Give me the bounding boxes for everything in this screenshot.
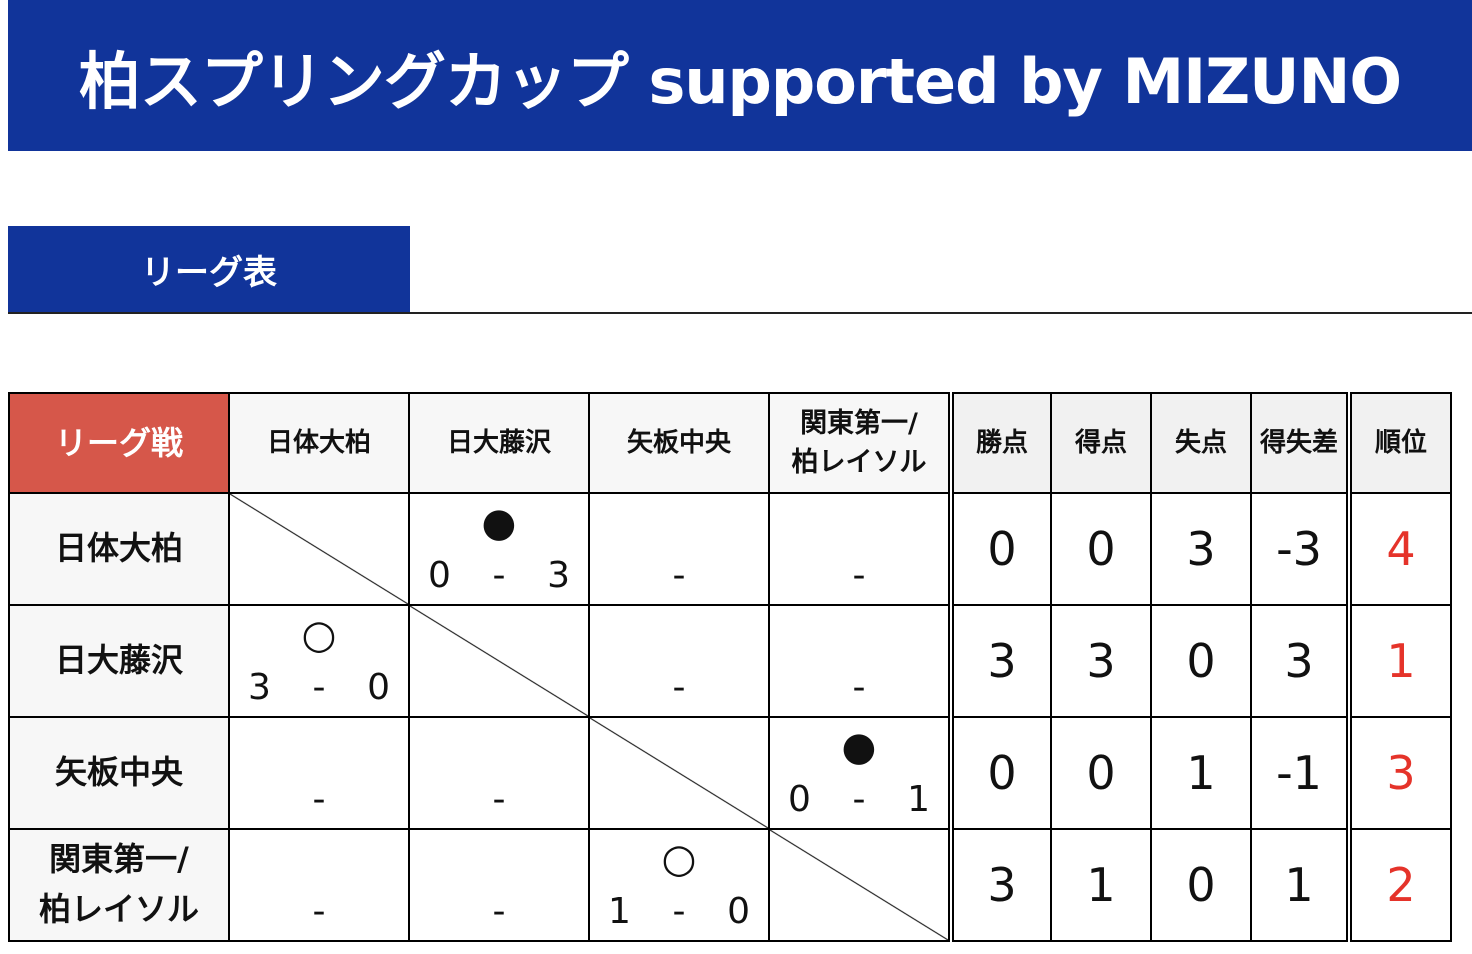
stat-goals-against: 3 xyxy=(1150,492,1252,606)
match-score: 1 - 0 xyxy=(608,890,750,934)
stat-goal-difference: 3 xyxy=(1250,604,1350,718)
self-match-cell xyxy=(408,604,590,718)
score-home: 0 xyxy=(428,555,451,596)
stat-goals-for: 0 xyxy=(1050,716,1152,830)
no-result-dash: - xyxy=(672,555,686,596)
match-cell: - xyxy=(768,604,952,718)
score-separator: - xyxy=(672,891,686,932)
row-team-name: 日体大柏 xyxy=(8,492,230,606)
diagonal-line xyxy=(410,606,588,716)
stat-goals-for: 1 xyxy=(1050,828,1152,942)
score-home: 1 xyxy=(608,891,631,932)
score-home: 3 xyxy=(248,667,271,708)
diagonal-line xyxy=(230,494,408,604)
row-team-name: 日大藤沢 xyxy=(8,604,230,718)
match-score: 0 - 3 xyxy=(428,554,570,598)
stat-rank: 2 xyxy=(1346,828,1452,942)
score-separator: - xyxy=(312,667,326,708)
stat-goal-difference: -3 xyxy=(1250,492,1350,606)
no-result-dash: - xyxy=(312,891,326,932)
stat-points: 0 xyxy=(948,716,1052,830)
column-header-team: 関東第一/ 柏レイソル xyxy=(768,392,952,494)
stat-points: 3 xyxy=(948,828,1052,942)
league-table: リーグ戦 日体大柏 日大藤沢 矢板中央 関東第一/ 柏レイソル 勝点 得点 失点… xyxy=(8,392,1452,942)
column-header-team: 日大藤沢 xyxy=(408,392,590,494)
self-match-cell xyxy=(228,492,410,606)
no-result-dash: - xyxy=(852,555,866,596)
stat-points: 0 xyxy=(948,492,1052,606)
stat-goals-against: 1 xyxy=(1150,716,1252,830)
section-divider xyxy=(8,312,1472,314)
column-header-team: 矢板中央 xyxy=(588,392,770,494)
stat-goals-against: 0 xyxy=(1150,604,1252,718)
header-row: リーグ戦 日体大柏 日大藤沢 矢板中央 関東第一/ 柏レイソル 勝点 得点 失点… xyxy=(8,392,1452,494)
page-title: 柏スプリングカップ supported by MIZUNO xyxy=(78,44,1402,118)
column-header-points: 勝点 xyxy=(948,392,1052,494)
column-header-goal-difference: 得失差 xyxy=(1250,392,1350,494)
corner-header: リーグ戦 xyxy=(8,392,230,494)
match-cell: ○ 3 - 0 xyxy=(228,604,410,718)
stat-points: 3 xyxy=(948,604,1052,718)
column-header-goals-for: 得点 xyxy=(1050,392,1152,494)
diagonal-line xyxy=(590,718,768,828)
score-away: 0 xyxy=(727,891,750,932)
no-result-dash: - xyxy=(852,667,866,708)
row-team-name: 矢板中央 xyxy=(8,716,230,830)
score-separator: - xyxy=(492,555,506,596)
score-away: 0 xyxy=(367,667,390,708)
stat-rank: 3 xyxy=(1346,716,1452,830)
loss-circle-icon: ● xyxy=(481,500,517,546)
loss-circle-icon: ● xyxy=(841,724,877,770)
score-separator: - xyxy=(852,779,866,820)
win-circle-icon: ○ xyxy=(661,836,697,882)
match-cell: - xyxy=(228,828,410,942)
stat-goals-against: 0 xyxy=(1150,828,1252,942)
match-score: 0 - 1 xyxy=(788,778,930,822)
table-row: 日体大柏 ● 0 - 3 - -0 0 3 -3 4 xyxy=(8,492,1452,606)
no-result-dash: - xyxy=(492,891,506,932)
stat-goals-for: 3 xyxy=(1050,604,1152,718)
match-cell: - xyxy=(228,716,410,830)
match-cell: - xyxy=(408,828,590,942)
match-cell: - xyxy=(768,492,952,606)
score-away: 3 xyxy=(547,555,570,596)
match-cell: - xyxy=(408,716,590,830)
self-match-cell xyxy=(768,828,952,942)
no-result-dash: - xyxy=(312,779,326,820)
win-circle-icon: ○ xyxy=(301,612,337,658)
page-banner: 柏スプリングカップ supported by MIZUNO xyxy=(8,0,1472,151)
self-match-cell xyxy=(588,716,770,830)
no-result-dash: - xyxy=(492,779,506,820)
column-header-goals-against: 失点 xyxy=(1150,392,1252,494)
stat-rank: 4 xyxy=(1346,492,1452,606)
match-cell: ● 0 - 1 xyxy=(768,716,952,830)
match-cell: - xyxy=(588,604,770,718)
match-cell: - xyxy=(588,492,770,606)
row-team-name: 関東第一/ 柏レイソル xyxy=(8,828,230,942)
score-away: 1 xyxy=(907,779,930,820)
section-tab-label: リーグ表 xyxy=(141,253,277,293)
table-row: 矢板中央 - - ● 0 - 1 0 0 1 -1 3 xyxy=(8,716,1452,830)
stat-goal-difference: -1 xyxy=(1250,716,1350,830)
match-score: 3 - 0 xyxy=(248,666,390,710)
column-header-team: 日体大柏 xyxy=(228,392,410,494)
no-result-dash: - xyxy=(672,667,686,708)
stat-rank: 1 xyxy=(1346,604,1452,718)
stat-goal-difference: 1 xyxy=(1250,828,1350,942)
match-cell: ● 0 - 3 xyxy=(408,492,590,606)
column-header-rank: 順位 xyxy=(1346,392,1452,494)
section-tab-league-table: リーグ表 xyxy=(8,226,410,313)
stat-goals-for: 0 xyxy=(1050,492,1152,606)
score-home: 0 xyxy=(788,779,811,820)
match-cell: ○ 1 - 0 xyxy=(588,828,770,942)
diagonal-line xyxy=(770,830,948,940)
